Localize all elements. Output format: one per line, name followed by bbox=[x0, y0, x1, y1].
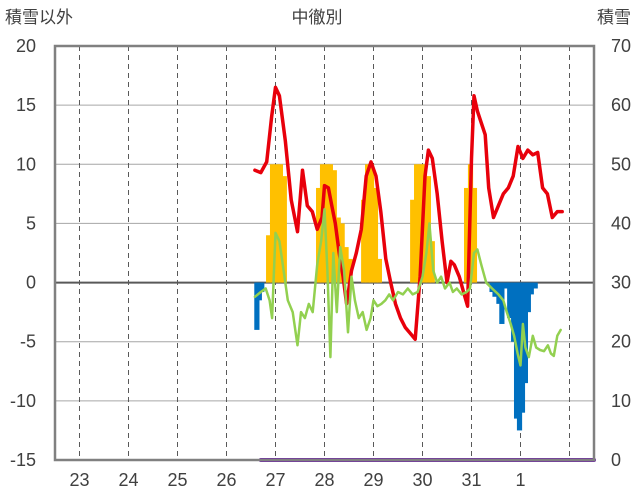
snowfall-bar bbox=[316, 187, 322, 283]
left-tick-label: -5 bbox=[20, 332, 36, 352]
snowfall-bar bbox=[414, 164, 420, 283]
snowfall-bar bbox=[372, 187, 379, 283]
x-tick-label: 29 bbox=[363, 470, 383, 490]
left-tick-label: 0 bbox=[26, 273, 36, 293]
x-tick-label: 30 bbox=[412, 470, 432, 490]
negative-bar bbox=[503, 282, 509, 289]
snowfall-bar bbox=[376, 258, 382, 283]
right-tick-label: 60 bbox=[611, 95, 631, 115]
x-tick-label: 27 bbox=[265, 470, 285, 490]
plot-frame bbox=[53, 44, 596, 462]
green-series-line bbox=[253, 207, 562, 367]
snowfall-bar bbox=[464, 187, 470, 283]
negative-bar bbox=[259, 282, 265, 293]
x-tick-label: 25 bbox=[167, 470, 187, 490]
snowfall-bar bbox=[421, 164, 428, 283]
snowfall-bar bbox=[281, 176, 287, 283]
snowfall-bar bbox=[471, 187, 478, 283]
red-series-line bbox=[253, 85, 564, 342]
negative-bar bbox=[507, 282, 513, 319]
right-tick-label: 30 bbox=[611, 273, 631, 293]
x-tick-label: 24 bbox=[118, 470, 138, 490]
snowfall-bar bbox=[417, 164, 424, 283]
right-tick-label: 20 bbox=[611, 332, 631, 352]
left-axis-title: 積雪以外 bbox=[5, 8, 73, 27]
right-axis-title: 積雪 bbox=[597, 8, 631, 27]
snowfall-bar bbox=[269, 164, 276, 283]
snowfall-bar bbox=[410, 199, 416, 283]
negative-bar bbox=[528, 282, 534, 295]
right-tick-label: 40 bbox=[611, 213, 631, 233]
left-tick-label: 5 bbox=[26, 213, 36, 233]
snowfall-bar bbox=[277, 164, 283, 283]
right-tick-label: 0 bbox=[611, 450, 621, 470]
right-tick-label: 70 bbox=[611, 36, 631, 56]
left-tick-label: 15 bbox=[16, 95, 36, 115]
snowfall-bar bbox=[343, 247, 349, 283]
snowfall-bar bbox=[327, 164, 333, 283]
snowfall-bar bbox=[323, 164, 330, 283]
negative-bar bbox=[532, 282, 538, 289]
x-tick-label: 26 bbox=[216, 470, 236, 490]
x-tick-label: 23 bbox=[69, 470, 89, 490]
snowfall-bar bbox=[266, 235, 272, 283]
snowfall-bar bbox=[365, 164, 371, 283]
axes bbox=[53, 44, 596, 462]
negative-bar bbox=[499, 282, 505, 324]
x-tick-label: 31 bbox=[461, 470, 481, 490]
negative-bar bbox=[254, 282, 260, 330]
x-tick-label: 28 bbox=[314, 470, 334, 490]
snowfall-bar bbox=[361, 199, 367, 283]
left-tick-label: 10 bbox=[16, 154, 36, 174]
left-tick-label: -10 bbox=[10, 391, 36, 411]
negative-bar bbox=[522, 282, 528, 384]
snowfall-bar bbox=[273, 164, 280, 283]
negative-bar bbox=[525, 282, 531, 313]
x-tick-label: 1 bbox=[515, 470, 525, 490]
left-tick-label: -15 bbox=[10, 450, 36, 470]
chart-title: 中徹別 bbox=[292, 8, 343, 27]
right-tick-label: 10 bbox=[611, 391, 631, 411]
snowfall-bar bbox=[368, 164, 375, 283]
left-tick-label: 20 bbox=[16, 36, 36, 56]
negative-bar bbox=[511, 282, 517, 342]
right-tick-label: 50 bbox=[611, 154, 631, 174]
